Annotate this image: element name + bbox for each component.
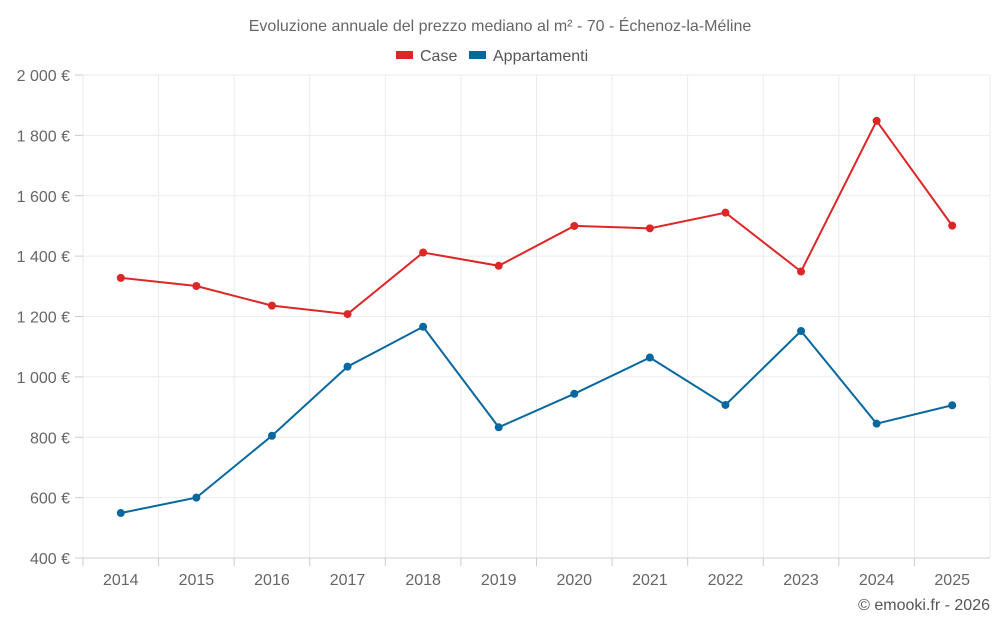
data-point [267,431,276,440]
data-point [494,423,503,432]
x-tick-label: 2017 [330,572,366,589]
data-point [192,282,201,291]
data-point [721,208,730,217]
chart-credit: © emooki.fr - 2026 [858,597,990,614]
data-point [721,400,730,409]
data-point [948,401,957,410]
x-tick-label: 2024 [859,572,895,589]
series-appartamenti [116,322,957,518]
data-point [343,362,352,371]
y-axis: 400 € 600 € 800 € 1 000 € 1 200 € 1 400 € 1 60… [17,68,83,568]
data-point [570,389,579,398]
grid [82,74,991,558]
data-point [872,116,881,125]
data-point [116,273,125,282]
x-tick-label: 2014 [103,572,139,589]
legend: Case Appartamenti [396,48,588,65]
x-tick-label: 2021 [632,572,668,589]
y-tick-label: 1 400 € [17,249,70,266]
data-point [494,261,503,270]
data-point [645,353,654,362]
x-tick-label: 2018 [405,572,441,589]
legend-label-1: Appartamenti [493,48,588,65]
series-line [120,118,954,316]
y-tick-label: 2 000 € [17,68,70,85]
y-tick-label: 1 200 € [17,310,70,327]
data-point [872,419,881,428]
data-point [343,310,352,319]
data-point [419,322,428,331]
data-point [797,267,806,276]
x-tick-label: 2025 [934,572,970,589]
series-line [120,325,953,515]
x-tick-label: 2023 [783,572,819,589]
series-layer [116,116,957,518]
y-tick-label: 600 € [30,491,70,508]
data-point [797,326,806,335]
data-point [948,221,957,230]
x-tick-label: 2016 [254,572,290,589]
y-tick-label: 1 600 € [17,189,70,206]
x-tick-label: 2015 [179,572,215,589]
y-tick-label: 1 000 € [17,370,70,387]
legend-label-0: Case [420,48,457,65]
x-tick-label: 2020 [556,572,592,589]
x-tick-label: 2022 [708,572,744,589]
series-case [116,116,957,319]
x-tick-label: 2019 [481,572,517,589]
data-point [116,509,125,518]
x-axis: 2014 2015 2016 2017 2018 2019 2020 2021 2022 2023… [82,557,990,589]
y-tick-label: 400 € [30,551,70,568]
y-tick-label: 800 € [30,430,70,447]
data-point [192,493,201,502]
data-point [419,248,428,257]
data-point [267,301,276,310]
y-tick-label: 1 800 € [17,128,70,145]
data-point [570,221,579,230]
chart-title: Evoluzione annuale del prezzo mediano al… [249,16,752,35]
legend-swatch-0 [396,51,413,59]
data-point [645,224,654,233]
legend-swatch-1 [469,51,486,59]
